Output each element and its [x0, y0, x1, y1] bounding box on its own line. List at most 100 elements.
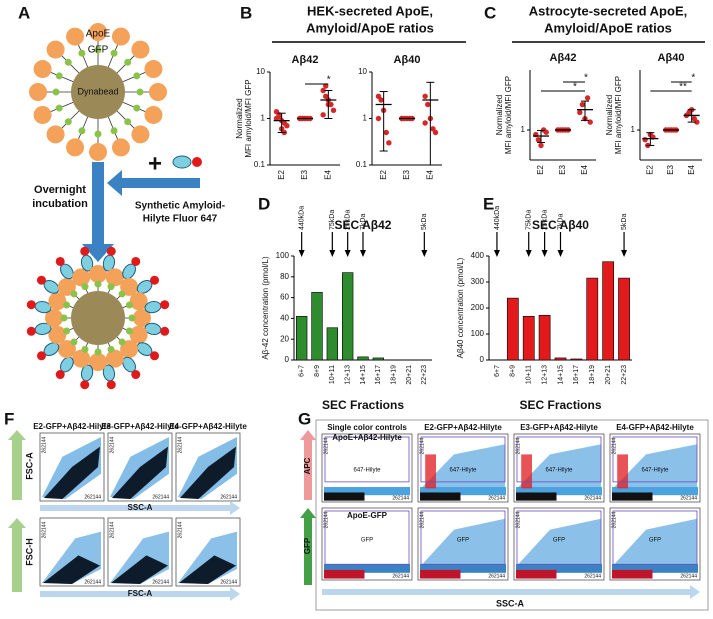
- x-axis-label: SEC Fractions: [519, 398, 601, 412]
- reagent-label: Hilyte Fluor 647: [143, 214, 218, 225]
- apoe-molecule: [33, 60, 52, 79]
- hilyte-dye: [160, 300, 170, 310]
- event-cloud: [517, 518, 601, 576]
- gfp-molecule: [125, 327, 133, 335]
- size-marker-label: 440kDa: [494, 206, 501, 230]
- gate-label: 647-Hilyte: [353, 468, 381, 474]
- axis-max-label: 262144: [680, 495, 697, 501]
- apoe-molecule: [89, 265, 107, 283]
- size-marker-head: [541, 250, 548, 257]
- event-band: [612, 569, 653, 579]
- axis-label: FSC-H: [24, 538, 34, 566]
- event-core: [43, 555, 100, 584]
- x-tick-label: E4: [687, 164, 696, 174]
- apoe-molecule: [46, 40, 65, 59]
- axis-label: FSC-A: [24, 452, 34, 480]
- size-marker-head: [421, 250, 428, 257]
- plot-header: E4-GFP+Aβ42-Hilyte: [169, 422, 247, 431]
- y-axis-label: Normalized: [605, 95, 614, 135]
- gfp-molecule: [78, 49, 86, 57]
- apoe-molecule: [66, 138, 85, 157]
- event-hot: [617, 454, 628, 489]
- size-marker-label: 75kDa: [526, 210, 533, 230]
- x-tick-label: 20+21: [605, 365, 612, 385]
- size-marker-label: 5kDa: [421, 214, 428, 230]
- size-marker-head: [525, 250, 532, 257]
- x-tick-label: 18+19: [391, 365, 398, 385]
- data-point: [330, 107, 337, 114]
- x-tick-label: 22+23: [621, 365, 628, 385]
- axis-max-label: 262144: [680, 573, 697, 579]
- chart-title: SEC Aβ40: [532, 218, 589, 232]
- axis-arrow: [40, 501, 240, 515]
- y-axis-label: Normalized: [235, 98, 244, 138]
- gfp-molecule: [107, 345, 115, 353]
- data-point: [383, 129, 389, 136]
- bar: [357, 356, 369, 361]
- x-tick-label: 12+13: [345, 365, 352, 385]
- event-core: [179, 555, 236, 584]
- chart-title: Aβ42: [292, 54, 319, 66]
- plus-sign: +: [148, 150, 162, 177]
- gate-label: 647-Hilyte: [449, 468, 477, 474]
- event-cloud: [517, 444, 601, 498]
- hilyte-dye: [192, 157, 202, 167]
- event-cloud: [421, 444, 505, 498]
- gfp-molecule: [81, 345, 89, 353]
- axis-label: SSC-A: [128, 503, 153, 512]
- apoe-molecule: [72, 349, 91, 368]
- apoe-molecule: [131, 125, 150, 144]
- y-tick-label: 1: [631, 125, 636, 134]
- dynabead: [71, 291, 125, 345]
- axis-max-label: 262144: [152, 494, 169, 500]
- size-marker-label: 7kDa: [557, 214, 564, 230]
- data-point: [422, 93, 428, 100]
- apoe-molecule: [111, 138, 130, 157]
- gate: [516, 436, 602, 483]
- gate-label: GFP: [649, 538, 661, 544]
- event-band: [612, 492, 653, 501]
- axis-max-label: 262144: [419, 511, 425, 528]
- bar: [522, 316, 535, 361]
- significance-label: **: [679, 82, 687, 93]
- plot-header: E2-GFP+Aβ42-Hilyte: [33, 422, 111, 431]
- axis-max-label: 262144: [515, 437, 521, 454]
- x-tick-label: 10+11: [526, 365, 533, 384]
- axis-arrow: [40, 587, 240, 601]
- apoe-molecule: [72, 268, 91, 287]
- data-point: [642, 136, 648, 143]
- size-marker-head: [493, 250, 500, 257]
- size-marker-label: 440kDa: [299, 206, 306, 230]
- x-tick-label: 16+17: [573, 365, 580, 385]
- x-tick-label: 18+19: [589, 365, 596, 385]
- x-tick-label: E2: [645, 164, 654, 174]
- panel-letter: A: [18, 3, 30, 22]
- event-band: [516, 564, 602, 573]
- y-axis-label: MFI amyloid/MFI GFP: [244, 79, 253, 157]
- event-band: [420, 487, 506, 496]
- axis-max-label: 262144: [611, 511, 617, 528]
- x-tick-label: E3: [402, 169, 411, 179]
- data-point: [579, 101, 586, 108]
- axis-label: GFP: [303, 537, 312, 554]
- y-tick-label: 80: [280, 272, 289, 281]
- gfp-molecule: [94, 348, 102, 356]
- hilyte-dye: [26, 300, 36, 310]
- hilyte-dye: [26, 326, 36, 336]
- y-tick-label: 10: [358, 67, 367, 76]
- data-point: [386, 140, 392, 146]
- arrow-shaft: [92, 162, 104, 244]
- axis-label: SSC-A: [496, 598, 525, 608]
- gfp-molecule: [64, 58, 72, 66]
- event-band: [612, 564, 698, 573]
- apoe-molecule: [129, 292, 148, 311]
- apoe-molecule: [46, 125, 65, 144]
- gfp-molecule: [110, 49, 118, 57]
- x-tick-label: 22+23: [421, 365, 428, 385]
- x-tick-label: 6+7: [299, 365, 306, 377]
- apoe-molecule: [144, 60, 163, 79]
- data-point: [284, 123, 290, 129]
- y-tick-label: 100: [471, 329, 485, 338]
- x-tick-label: E2: [536, 164, 545, 174]
- axis-max-label: 262144: [515, 511, 521, 528]
